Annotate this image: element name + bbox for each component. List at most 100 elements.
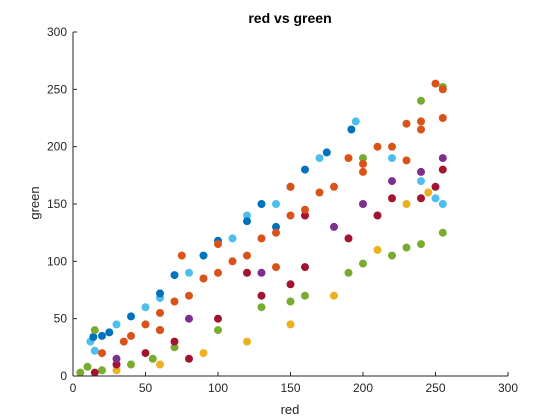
data-point-s2-7 <box>301 291 309 300</box>
data-point-s0-11 <box>438 200 447 208</box>
data-point-s1-3 <box>156 289 164 298</box>
data-point-s6-32 <box>272 263 280 272</box>
x-tick-label-3: 150 <box>280 381 300 395</box>
data-point-s4-7 <box>344 234 353 243</box>
data-point-s4-3 <box>170 337 179 346</box>
data-point-s3-2 <box>199 349 208 358</box>
data-point-s2-2 <box>98 366 106 375</box>
data-point-s1-4 <box>199 251 208 260</box>
y-tick-label-1: 50 <box>54 312 68 326</box>
data-point-s6-29 <box>359 167 367 176</box>
data-point-s6-13 <box>438 85 447 94</box>
data-point-s1-2 <box>127 312 135 321</box>
data-point-s6-11 <box>417 125 425 134</box>
data-point-s2-10 <box>417 240 425 249</box>
data-point-s6-23 <box>170 297 179 306</box>
data-point-s2-6 <box>257 303 266 312</box>
y-tick-label-2: 100 <box>47 254 67 268</box>
data-point-s5-6 <box>438 154 447 163</box>
data-point-s3-1 <box>156 360 164 369</box>
y-tick-label-5: 250 <box>47 82 67 96</box>
data-point-s6-14 <box>431 79 440 88</box>
data-point-s1-8 <box>347 125 356 134</box>
data-point-s6-7 <box>301 205 309 214</box>
data-point-s2-8 <box>344 268 353 277</box>
data-point-s0-14 <box>243 211 251 220</box>
data-point-s1-1 <box>105 328 114 337</box>
data-point-s3-4 <box>286 320 295 329</box>
data-point-s4-12 <box>286 280 295 289</box>
data-point-s6-27 <box>214 240 222 249</box>
data-point-s0-3 <box>185 268 193 277</box>
data-point-s4-5 <box>257 291 266 300</box>
x-tick-label-2: 100 <box>208 381 228 395</box>
data-point-s0-9 <box>417 177 425 186</box>
data-point-s4-13 <box>388 194 396 203</box>
data-point-s0-8 <box>388 154 396 163</box>
x-tick-label-0: 0 <box>70 381 77 395</box>
data-point-s3-8 <box>424 188 433 197</box>
data-point-s5-0 <box>112 354 121 363</box>
data-point-s6-5 <box>243 251 251 260</box>
data-point-s2-11 <box>438 228 447 237</box>
data-point-s6-28 <box>286 182 295 191</box>
data-point-s5-1 <box>185 314 193 323</box>
chart-title: red vs green <box>248 10 331 26</box>
data-point-s6-30 <box>417 117 425 126</box>
data-point-s2-13 <box>359 259 367 268</box>
data-point-s4-17 <box>431 182 440 191</box>
data-point-s6-26 <box>177 251 186 260</box>
data-point-s1-10 <box>170 271 179 280</box>
data-point-s4-6 <box>301 263 309 272</box>
data-point-s3-0 <box>112 366 121 375</box>
data-point-s1-0 <box>89 333 98 341</box>
data-point-s0-6 <box>315 154 324 163</box>
data-point-s0-5 <box>272 200 280 208</box>
data-point-s6-6 <box>272 228 280 237</box>
axes: 0 50 100 150 200 250 300 0 50 100 150 200 250 300 <box>47 25 518 395</box>
data-point-s2-17 <box>359 154 367 163</box>
data-point-s0-12 <box>90 346 99 355</box>
data-point-s4-4 <box>214 314 222 323</box>
data-point-s2-1 <box>83 362 92 371</box>
data-point-s4-10 <box>438 165 447 174</box>
data-point-s4-2 <box>141 349 150 358</box>
data-point-s3-6 <box>373 245 382 254</box>
data-point-s3-7 <box>402 200 411 208</box>
data-point-s5-4 <box>388 177 396 186</box>
data-point-s6-24 <box>141 320 150 329</box>
data-point-s6-31 <box>156 326 164 335</box>
data-point-s4-11 <box>185 354 193 363</box>
data-point-s1-5 <box>243 217 251 226</box>
data-point-s4-8 <box>373 211 382 220</box>
data-point-s6-21 <box>228 257 237 266</box>
data-point-s6-19 <box>286 211 295 220</box>
data-point-s6-10 <box>388 142 396 151</box>
data-point-s6-4 <box>214 268 222 277</box>
y-tick-label-0: 0 <box>60 369 67 383</box>
data-point-s0-4 <box>228 234 237 243</box>
data-point-s4-1 <box>112 360 121 369</box>
data-point-s2-16 <box>90 326 99 335</box>
y-tick-label-4: 200 <box>47 140 67 154</box>
data-point-s6-9 <box>359 159 367 168</box>
x-tick-label-6: 300 <box>498 381 518 395</box>
data-point-s6-18 <box>315 188 324 197</box>
data-point-s3-5 <box>330 291 338 300</box>
data-point-s2-15 <box>127 360 135 369</box>
data-point-s0-1 <box>112 320 121 329</box>
data-point-s4-14 <box>243 268 251 277</box>
data-point-s2-14 <box>402 243 411 252</box>
data-point-s0-10 <box>431 194 440 203</box>
data-point-s6-33 <box>402 156 411 165</box>
data-point-s1-14 <box>272 222 280 231</box>
data-point-s0-7 <box>351 117 360 126</box>
x-tick-label-5: 250 <box>425 381 445 395</box>
data-point-s5-7 <box>359 200 367 208</box>
x-axis-label: red <box>281 402 300 417</box>
data-point-s6-1 <box>127 331 135 340</box>
data-point-s6-25 <box>119 337 128 346</box>
data-point-s6-12 <box>438 114 447 122</box>
data-point-s2-3 <box>148 354 157 363</box>
data-point-s2-0 <box>76 368 85 377</box>
